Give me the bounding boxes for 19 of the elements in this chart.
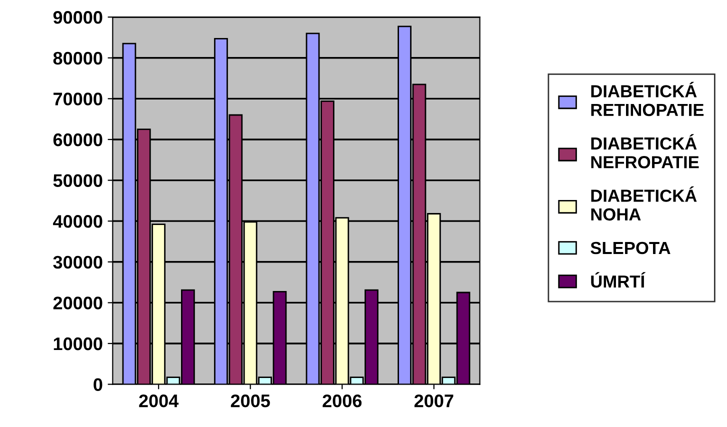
x-tick-label: 2005	[230, 394, 270, 408]
y-tick-label: 50000	[53, 174, 102, 188]
legend-label: SLEPOTA	[590, 242, 670, 254]
y-tick-label: 80000	[53, 52, 102, 65]
y-tick-label: 70000	[54, 92, 102, 106]
legend-label: DIABETICKÁ NEFROPATIE	[591, 134, 699, 168]
legend-label: ÚMRTÍ	[591, 272, 646, 288]
y-tick-label: 30000	[53, 256, 102, 269]
y-tick-label: 10000	[54, 337, 102, 350]
y-tick-label: 40000	[53, 215, 102, 228]
y-tick-label: 60000	[53, 133, 102, 146]
x-tick-label: 2007	[414, 394, 454, 408]
y-tick-label: 20000	[53, 296, 102, 310]
x-tick-label: 2006	[322, 394, 362, 408]
y-tick-label: 90000	[53, 11, 102, 24]
legend-label: DIABETICKÁ RETINOPATIE	[591, 82, 704, 116]
x-tick-label: 2004	[139, 394, 179, 408]
y-tick-label: 0	[94, 378, 102, 392]
legend-label: DIABETICKÁ NOHA	[591, 186, 697, 221]
